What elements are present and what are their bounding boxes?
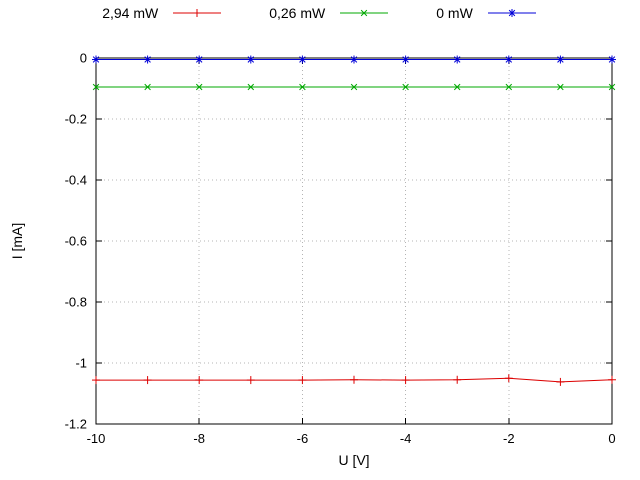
plus-marker-icon [92,376,100,385]
x-marker-icon [608,83,616,91]
plus-marker-icon [193,9,202,17]
x-marker-icon [402,83,409,91]
legend-item: 0,26 mW [269,5,390,21]
y-tick-label: -0.2 [65,112,87,127]
x-tick-label: -6 [297,431,309,446]
plus-marker-icon [246,376,255,385]
plus-marker-icon [608,375,616,384]
asterisk-marker-icon [608,55,616,64]
plus-marker-icon [143,376,152,385]
x-marker-icon [350,83,358,91]
legend-swatch [173,9,222,17]
x-axis-label: U [V] [338,452,370,468]
y-axis-label: I [mA] [9,222,25,260]
legend-swatch [487,9,536,17]
x-tick-label: -8 [193,431,205,446]
x-marker-icon [299,83,306,91]
plus-marker-icon [195,376,204,385]
x-marker-icon [505,83,513,91]
y-tick-label: -0.8 [65,295,87,310]
x-marker-icon [144,83,151,91]
plus-marker-icon [298,376,307,385]
x-marker-icon [92,83,100,91]
legend-label: 0 mW [436,5,473,21]
plus-marker-icon [556,377,565,386]
x-tick-label: 0 [608,431,615,446]
x-tick-label: -4 [400,431,412,446]
x-marker-icon [361,9,368,17]
legend-item: 2,94 mW [102,5,223,21]
asterisk-marker-icon [504,55,513,64]
y-tick-label: -0.6 [65,234,87,249]
legend-item: 0 mW [436,5,538,21]
y-tick-label: -1 [75,356,87,371]
asterisk-marker-icon [298,55,307,64]
legend-label: 2,94 mW [102,5,159,21]
asterisk-marker-icon [246,55,255,64]
x-marker-icon [557,83,564,91]
plus-marker-icon [350,375,358,384]
x-tick-label: -10 [87,431,106,446]
x-marker-icon [453,83,461,91]
plus-marker-icon [453,375,462,384]
legend: 2,94 mW 0,26 mW 0 mW [0,5,640,21]
plus-marker-icon [504,374,513,383]
x-marker-icon [247,83,255,91]
asterisk-marker-icon [453,55,462,64]
x-tick-label: -2 [503,431,515,446]
asterisk-marker-icon [350,55,358,64]
asterisk-marker-icon [556,55,565,64]
asterisk-marker-icon [507,9,516,17]
asterisk-marker-icon [92,55,100,64]
plus-marker-icon [401,376,410,385]
plot-border [95,57,613,425]
y-tick-label: -0.4 [65,173,87,188]
x-marker-icon [195,83,203,91]
legend-swatch [340,9,389,17]
y-tick-label: -1.2 [65,417,87,432]
y-tick-label: 0 [80,51,87,66]
legend-label: 0,26 mW [269,5,326,21]
asterisk-marker-icon [143,55,152,64]
asterisk-marker-icon [401,55,410,64]
asterisk-marker-icon [195,55,204,64]
